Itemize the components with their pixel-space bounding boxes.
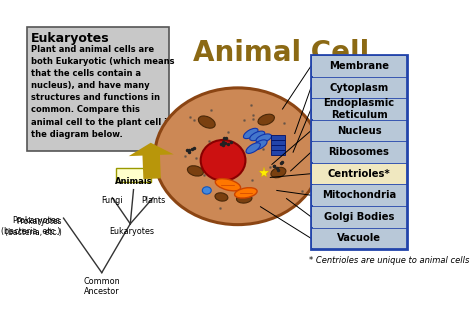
FancyBboxPatch shape bbox=[272, 150, 285, 155]
Ellipse shape bbox=[246, 143, 260, 153]
Text: Golgi Bodies: Golgi Bodies bbox=[324, 212, 394, 222]
FancyBboxPatch shape bbox=[312, 99, 406, 119]
Ellipse shape bbox=[215, 178, 241, 191]
Text: Plants: Plants bbox=[141, 196, 165, 205]
Text: Fungi: Fungi bbox=[101, 196, 123, 205]
Ellipse shape bbox=[215, 193, 228, 201]
Text: Centrioles*: Centrioles* bbox=[328, 169, 391, 179]
Text: Eukaryotes: Eukaryotes bbox=[109, 227, 155, 236]
FancyBboxPatch shape bbox=[312, 207, 406, 227]
FancyBboxPatch shape bbox=[312, 164, 406, 184]
Ellipse shape bbox=[271, 167, 286, 178]
Text: Prokaryotes
(bacteria, etc.): Prokaryotes (bacteria, etc.) bbox=[1, 216, 60, 236]
Text: Cytoplasm: Cytoplasm bbox=[329, 82, 389, 92]
FancyBboxPatch shape bbox=[27, 27, 169, 151]
Text: Prokaryotes
(bacteria, etc.): Prokaryotes (bacteria, etc.) bbox=[5, 217, 62, 237]
Ellipse shape bbox=[250, 131, 265, 141]
Text: Vacuole: Vacuole bbox=[337, 233, 381, 243]
Ellipse shape bbox=[256, 134, 272, 143]
FancyBboxPatch shape bbox=[312, 185, 406, 205]
Text: Common
Ancestor: Common Ancestor bbox=[83, 277, 120, 296]
Text: Membrane: Membrane bbox=[329, 61, 389, 71]
Text: Ribosomes: Ribosomes bbox=[328, 147, 390, 157]
FancyBboxPatch shape bbox=[272, 140, 285, 145]
Text: Endoplasmic
Reticulum: Endoplasmic Reticulum bbox=[323, 98, 394, 120]
Text: Animals: Animals bbox=[115, 177, 152, 186]
Ellipse shape bbox=[202, 187, 211, 194]
FancyBboxPatch shape bbox=[312, 78, 406, 98]
Text: Plant and animal cells are
both Eukaryotic (which means
that the cells contain a: Plant and animal cells are both Eukaryot… bbox=[31, 45, 174, 139]
Ellipse shape bbox=[187, 166, 203, 176]
Ellipse shape bbox=[201, 140, 246, 181]
Ellipse shape bbox=[252, 140, 267, 150]
FancyBboxPatch shape bbox=[311, 55, 407, 249]
Ellipse shape bbox=[198, 116, 215, 128]
Ellipse shape bbox=[237, 194, 252, 203]
FancyBboxPatch shape bbox=[312, 228, 406, 248]
FancyBboxPatch shape bbox=[272, 145, 285, 150]
Text: * Centrioles are unique to animal cells: * Centrioles are unique to animal cells bbox=[310, 256, 470, 265]
Ellipse shape bbox=[235, 188, 257, 198]
Text: Eukaryotes: Eukaryotes bbox=[31, 32, 109, 45]
FancyBboxPatch shape bbox=[272, 135, 285, 140]
Ellipse shape bbox=[258, 114, 274, 125]
Ellipse shape bbox=[244, 128, 258, 139]
Text: Animal Cell: Animal Cell bbox=[193, 39, 369, 67]
FancyBboxPatch shape bbox=[312, 121, 406, 141]
Text: Nucleus: Nucleus bbox=[337, 126, 381, 136]
FancyBboxPatch shape bbox=[312, 142, 406, 162]
FancyBboxPatch shape bbox=[116, 168, 151, 182]
Text: Mitochondria: Mitochondria bbox=[322, 190, 396, 200]
FancyBboxPatch shape bbox=[312, 56, 406, 76]
Ellipse shape bbox=[155, 88, 321, 225]
